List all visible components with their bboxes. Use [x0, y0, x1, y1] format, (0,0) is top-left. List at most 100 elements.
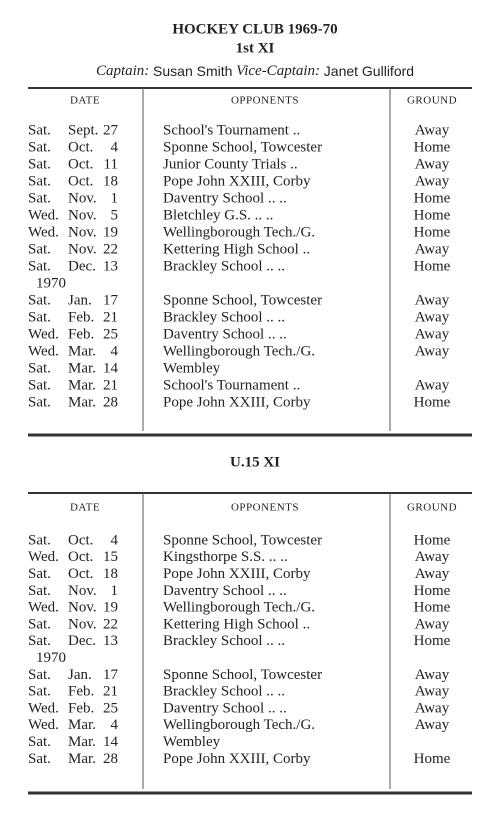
column-header: GROUND	[407, 502, 457, 514]
date: 18	[103, 566, 118, 582]
ground: Home	[414, 583, 451, 599]
day: Sat.	[28, 394, 51, 410]
day: Wed.	[28, 326, 59, 342]
column-header: OPPONENTS	[231, 502, 299, 514]
opponent: Daventry School .. ..	[163, 190, 287, 206]
month: Oct.	[68, 566, 93, 582]
column-header: DATE	[70, 502, 100, 514]
date: 21	[103, 684, 118, 700]
month: Jan.	[68, 292, 92, 308]
date: 1	[111, 190, 119, 206]
opponent: Wembley	[163, 734, 221, 750]
opponent: Pope John XXIII, Corby	[163, 566, 311, 582]
opponent: Daventry School .. ..	[163, 700, 287, 716]
ground: Away	[415, 326, 450, 342]
month: Mar.	[68, 377, 96, 393]
opponent: Daventry School .. ..	[163, 326, 287, 342]
opponent: Sponne School, Towcester	[163, 139, 322, 155]
ground: Home	[414, 258, 451, 274]
date: 4	[111, 139, 119, 155]
opponent: Kettering High School ..	[163, 241, 310, 257]
ground: Home	[414, 224, 451, 240]
column-header: DATE	[70, 95, 100, 107]
month: Nov.	[68, 583, 97, 599]
day: Sat.	[28, 616, 51, 632]
month: Nov.	[68, 207, 97, 223]
day: Wed.	[28, 700, 59, 716]
ground: Home	[414, 633, 451, 649]
day: Sat.	[28, 734, 51, 750]
ground: Home	[414, 207, 451, 223]
ground: Home	[414, 532, 451, 548]
vice-captain-label: Vice-Captain:	[236, 63, 320, 79]
day: Sat.	[28, 241, 51, 257]
ground: Away	[415, 122, 450, 138]
day: Sat.	[28, 139, 51, 155]
ground: Home	[414, 600, 451, 616]
day: Sat.	[28, 156, 51, 172]
date: 15	[103, 549, 118, 565]
date: 14	[103, 360, 119, 376]
opponent: Brackley School .. ..	[163, 633, 285, 649]
opponent: Wellingborough Tech./G.	[163, 343, 315, 359]
day: Sat.	[28, 258, 51, 274]
ground: Away	[415, 717, 450, 733]
month: Mar.	[68, 751, 96, 767]
opponent: Bletchley G.S. .. ..	[163, 207, 273, 223]
opponent: Junior County Trials ..	[163, 156, 298, 172]
date: 14	[103, 734, 119, 750]
ground: Home	[414, 394, 451, 410]
month: Feb.	[68, 309, 94, 325]
ground: Away	[415, 156, 450, 172]
captain: Susan Smith	[153, 63, 232, 79]
opponent: Brackley School .. ..	[163, 684, 285, 700]
month: Oct.	[68, 156, 93, 172]
date: 4	[111, 532, 119, 548]
day: Sat.	[28, 633, 51, 649]
opponent: Wellingborough Tech./G.	[163, 717, 315, 733]
ground: Away	[415, 667, 450, 683]
month: Feb.	[68, 326, 94, 342]
day: Wed.	[28, 343, 59, 359]
month: Sept.	[68, 122, 98, 138]
day: Sat.	[28, 667, 51, 683]
date: 21	[103, 377, 118, 393]
day: Sat.	[28, 360, 51, 376]
year: 1970	[36, 275, 66, 291]
opponent: School's Tournament ..	[163, 122, 300, 138]
month: Mar.	[68, 360, 96, 376]
ground: Home	[414, 751, 451, 767]
month: Feb.	[68, 700, 94, 716]
day: Sat.	[28, 566, 51, 582]
date: 19	[103, 224, 118, 240]
year: 1970	[36, 650, 66, 666]
day: Sat.	[28, 122, 51, 138]
date: 22	[103, 616, 118, 632]
date: 13	[103, 258, 118, 274]
ground: Away	[415, 343, 450, 359]
month: Oct.	[68, 532, 93, 548]
month: Nov.	[68, 600, 97, 616]
month: Jan.	[68, 667, 92, 683]
month: Mar.	[68, 343, 96, 359]
day: Wed.	[28, 717, 59, 733]
day: Sat.	[28, 173, 51, 189]
opponent: Brackley School .. ..	[163, 309, 285, 325]
month: Mar.	[68, 394, 96, 410]
date: 19	[103, 600, 118, 616]
ground: Away	[415, 241, 450, 257]
column-header: OPPONENTS	[231, 95, 299, 107]
day: Sat.	[28, 309, 51, 325]
month: Nov.	[68, 224, 97, 240]
month: Nov.	[68, 241, 97, 257]
date: 25	[103, 700, 118, 716]
section-title: U.15 XI	[230, 454, 280, 470]
day: Sat.	[28, 684, 51, 700]
opponent: Wembley	[163, 360, 221, 376]
opponent: Brackley School .. ..	[163, 258, 285, 274]
ground: Away	[415, 292, 450, 308]
ground: Away	[415, 173, 450, 189]
title: HOCKEY CLUB 1969-70	[172, 21, 337, 37]
ground: Away	[415, 700, 450, 716]
